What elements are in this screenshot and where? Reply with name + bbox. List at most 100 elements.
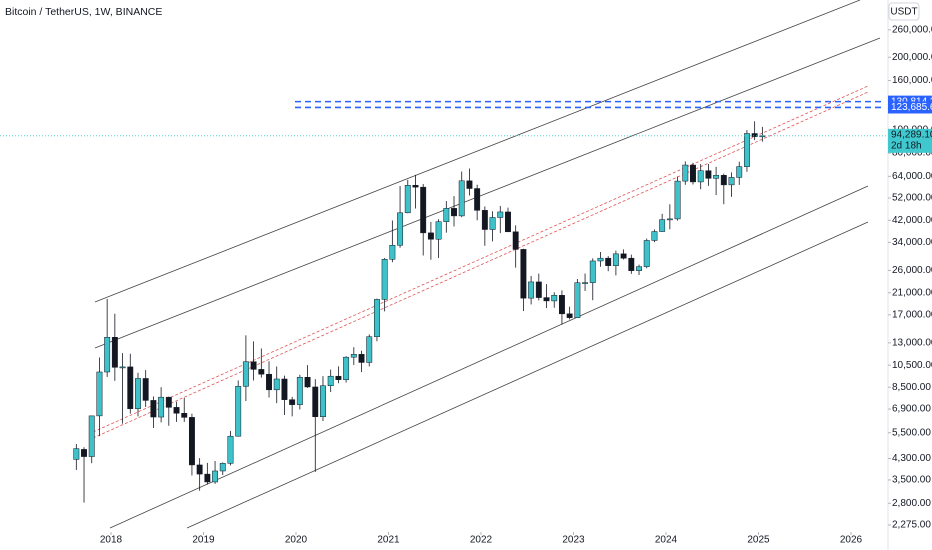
x-tick-label: 2020 xyxy=(285,535,308,546)
candle-body xyxy=(435,221,442,240)
candle-body xyxy=(266,373,272,391)
mid-line xyxy=(92,91,869,439)
y-tick-label: 2,800.00 xyxy=(892,498,931,509)
candle-body xyxy=(497,211,504,218)
candle-body xyxy=(135,378,141,409)
candle-body xyxy=(227,435,234,464)
candle-body xyxy=(127,366,134,409)
candle-body xyxy=(188,417,195,466)
candle-body xyxy=(81,449,87,457)
y-tick-label: 160,000.00 xyxy=(892,75,932,86)
y-tick-label: 42,000.00 xyxy=(892,215,932,226)
candle-body xyxy=(751,133,758,137)
candles xyxy=(73,121,766,503)
candle-body xyxy=(682,164,689,182)
y-tick-label: 13,000.00 xyxy=(892,337,932,348)
candle-body xyxy=(690,164,696,183)
candle-body xyxy=(389,244,396,260)
candle-body xyxy=(443,208,450,222)
candle-body xyxy=(196,464,203,475)
candle-body xyxy=(736,166,743,178)
y-tick-label: 64,000.00 xyxy=(892,171,932,182)
y-tick-label: 260,000.00 xyxy=(892,24,932,35)
candle-body xyxy=(181,413,188,418)
candle-body xyxy=(111,337,118,368)
x-tick-label: 2026 xyxy=(840,535,863,546)
candle-body xyxy=(350,354,357,358)
candle-body xyxy=(212,470,219,483)
candle-body xyxy=(728,177,735,186)
y-tick-label: 34,000.00 xyxy=(892,237,932,248)
candle-body xyxy=(150,400,157,418)
x-tick-label: 2025 xyxy=(747,535,770,546)
candle-body xyxy=(713,175,720,179)
candle-body xyxy=(343,356,350,380)
x-tick-label: 2024 xyxy=(655,535,678,546)
candle-body xyxy=(258,369,265,375)
candle-body xyxy=(358,354,365,363)
x-tick-label: 2023 xyxy=(562,535,585,546)
candle-body xyxy=(612,253,619,266)
candle-body xyxy=(296,377,303,405)
candle-body xyxy=(289,399,296,405)
candle-body xyxy=(373,299,380,337)
candle-body xyxy=(551,295,558,302)
y-tick-label: 8,500.00 xyxy=(892,382,931,393)
candle-body xyxy=(412,185,419,188)
candle-body xyxy=(142,378,149,401)
candle-body xyxy=(427,232,434,240)
mid-line xyxy=(92,85,869,433)
candle-body xyxy=(589,260,596,283)
x-tick-label: 2022 xyxy=(470,535,493,546)
y-tick-label: 6,900.00 xyxy=(892,404,931,415)
x-tick-label: 2019 xyxy=(192,535,215,546)
y-tick-label: 3,500.00 xyxy=(892,475,931,486)
candle-body xyxy=(489,217,496,230)
candle-body xyxy=(720,175,727,186)
chart-title: Bitcoin / TetherUS, 1W, BINANCE xyxy=(5,6,162,18)
currency-label[interactable]: USDT xyxy=(890,7,917,18)
candle-body xyxy=(96,371,103,417)
candle-body xyxy=(666,218,673,221)
candle-body xyxy=(643,240,650,267)
candle-body xyxy=(582,282,589,284)
candle-body xyxy=(651,231,658,241)
price-label-box xyxy=(888,101,932,114)
candle-body xyxy=(204,473,211,483)
candle-body xyxy=(458,180,465,217)
candle-body xyxy=(466,180,473,189)
x-tick-label: 2018 xyxy=(100,535,123,546)
channel-line xyxy=(186,221,869,529)
y-tick-label: 5,500.00 xyxy=(892,427,931,438)
candle-body xyxy=(420,186,427,234)
candle-body xyxy=(165,396,172,408)
last-price-box xyxy=(888,128,932,153)
candle-body xyxy=(558,295,565,315)
y-tick-label: 10,500.00 xyxy=(892,360,932,371)
currency-button[interactable] xyxy=(888,2,920,21)
channel-line xyxy=(94,37,881,349)
candle-body xyxy=(73,448,80,460)
candle-body xyxy=(605,257,612,266)
candle-body xyxy=(451,208,457,217)
candle-body xyxy=(273,378,280,391)
candle-body xyxy=(597,257,604,262)
candle-body xyxy=(320,385,326,417)
candle-body xyxy=(743,133,750,167)
candle-body xyxy=(381,259,388,300)
candle-body xyxy=(705,170,712,179)
candle-body xyxy=(543,297,550,302)
y-tick-label: 26,000.00 xyxy=(892,265,932,276)
candle-body xyxy=(404,185,411,214)
candle-body xyxy=(628,257,635,271)
candle-body xyxy=(674,180,681,220)
y-tick-label: 21,000.00 xyxy=(892,287,932,298)
channel-line xyxy=(94,0,861,303)
last-price-label: 94,289.10 xyxy=(891,129,932,140)
y-tick-label: 80,000.00 xyxy=(892,148,932,159)
candle-body xyxy=(697,170,704,183)
y-tick-label: 4,300.00 xyxy=(892,453,931,464)
y-tick-label: 17,000.00 xyxy=(892,309,932,320)
channel-line xyxy=(109,185,869,529)
